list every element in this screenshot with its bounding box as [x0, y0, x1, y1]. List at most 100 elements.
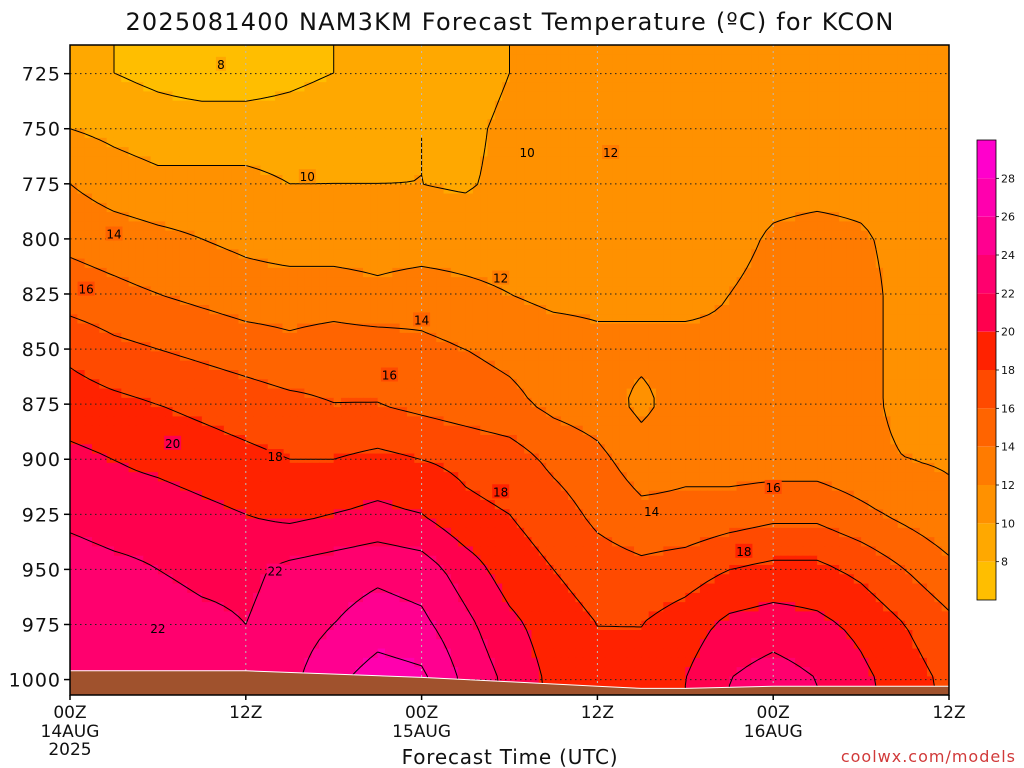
heatmap-cell	[531, 425, 540, 436]
heatmap-cell	[450, 165, 459, 176]
heatmap-cell	[311, 249, 320, 260]
heatmap-cell	[77, 193, 86, 204]
heatmap-cell	[890, 165, 899, 176]
heatmap-cell	[406, 147, 415, 158]
heatmap-cell	[480, 286, 489, 297]
heatmap-cell	[590, 407, 598, 418]
heatmap-cell	[194, 332, 203, 343]
heatmap-cell	[77, 45, 86, 55]
heatmap-cell	[831, 202, 840, 213]
heatmap-cell	[670, 305, 679, 315]
heatmap-cell	[450, 137, 459, 148]
heatmap-cell	[319, 267, 327, 278]
heatmap-cell	[150, 323, 159, 334]
heatmap-cell	[524, 286, 533, 297]
heatmap-cell	[319, 277, 327, 288]
heatmap-cell	[472, 212, 481, 223]
heatmap-cell	[121, 267, 130, 278]
heatmap-cell	[319, 314, 327, 325]
heatmap-cell	[494, 128, 503, 139]
heatmap-cell	[121, 175, 130, 185]
heatmap-cell	[516, 184, 525, 195]
heatmap-cell	[677, 388, 686, 399]
heatmap-cell	[736, 323, 745, 334]
heatmap-cell	[260, 82, 269, 93]
heatmap-cell	[231, 240, 240, 250]
heatmap-cell	[472, 407, 481, 418]
heatmap-cell	[428, 137, 437, 148]
heatmap-cell	[795, 137, 804, 148]
heatmap-cell	[443, 332, 452, 343]
heatmap-cell	[348, 240, 357, 250]
heatmap-cell	[927, 54, 935, 65]
heatmap-cell	[634, 45, 642, 55]
heatmap-cell	[392, 212, 401, 223]
heatmap-cell	[333, 175, 342, 185]
heatmap-cell	[853, 91, 862, 102]
heatmap-cell	[297, 54, 305, 65]
heatmap-cell	[494, 286, 503, 297]
heatmap-cell	[450, 202, 459, 213]
heatmap-cell	[157, 370, 166, 380]
heatmap-cell	[267, 397, 276, 408]
heatmap-cell	[912, 407, 921, 418]
heatmap-cell	[421, 295, 430, 306]
heatmap-cell	[773, 360, 782, 371]
heatmap-cell	[165, 128, 174, 139]
heatmap-cell	[406, 45, 415, 55]
heatmap-cell	[128, 360, 137, 371]
heatmap-cell	[612, 397, 620, 408]
heatmap-cell	[304, 221, 313, 232]
heatmap-cell	[223, 156, 232, 167]
heatmap-cell	[150, 128, 159, 139]
heatmap-cell	[560, 221, 569, 232]
heatmap-cell	[656, 45, 664, 55]
heatmap-cell	[853, 156, 862, 167]
heatmap-cell	[70, 407, 78, 418]
heatmap-cell	[143, 202, 152, 213]
heatmap-cell	[538, 314, 547, 325]
heatmap-cell	[875, 258, 884, 269]
heatmap-cell	[231, 72, 240, 83]
heatmap-cell	[370, 221, 379, 232]
heatmap-cell	[216, 388, 225, 399]
heatmap-cell	[707, 360, 716, 371]
heatmap-cell	[502, 193, 511, 204]
heatmap-cell	[714, 323, 723, 334]
heatmap-cell	[641, 63, 650, 74]
heatmap-cell	[758, 258, 767, 269]
heatmap-cell	[780, 128, 789, 139]
heatmap-cell	[787, 360, 796, 371]
heatmap-cell	[758, 202, 767, 213]
heatmap-cell	[421, 193, 430, 204]
heatmap-cell	[560, 323, 569, 334]
heatmap-cell	[333, 100, 342, 111]
heatmap-cell	[201, 156, 210, 167]
heatmap-cell	[135, 165, 144, 176]
heatmap-cell	[216, 286, 225, 297]
heatmap-cell	[546, 342, 555, 353]
heatmap-cell	[113, 416, 122, 427]
heatmap-cell	[487, 82, 496, 93]
heatmap-cell	[143, 388, 152, 399]
heatmap-cell	[384, 305, 393, 315]
heatmap-cell	[421, 332, 430, 343]
heatmap-cell	[436, 295, 445, 306]
heatmap-cell	[377, 360, 386, 371]
heatmap-cell	[502, 110, 511, 120]
heatmap-cell	[751, 267, 760, 278]
heatmap-cell	[846, 175, 855, 185]
heatmap-cell	[663, 416, 672, 427]
heatmap-cell	[824, 360, 833, 371]
heatmap-cell	[795, 332, 804, 343]
heatmap-cell	[465, 286, 474, 297]
heatmap-cell	[612, 286, 620, 297]
heatmap-cell	[927, 267, 935, 278]
heatmap-cell	[297, 91, 305, 102]
heatmap-cell	[289, 128, 298, 139]
heatmap-cell	[692, 128, 701, 139]
heatmap-cell	[839, 314, 848, 325]
heatmap-cell	[311, 72, 320, 83]
heatmap-cell	[927, 351, 935, 362]
heatmap-cell	[626, 110, 635, 120]
